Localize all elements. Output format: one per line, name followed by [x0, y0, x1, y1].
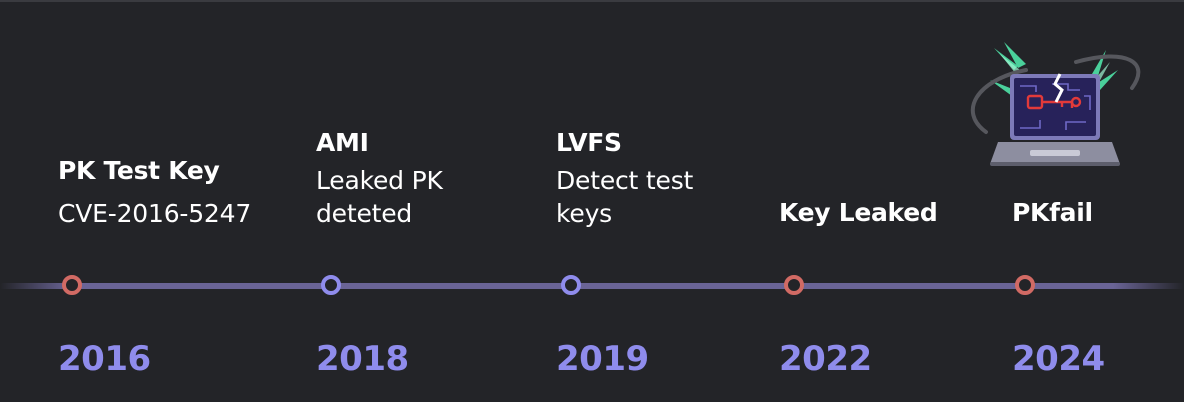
event-year-2019: 2019 — [556, 339, 649, 379]
timeline-track — [0, 283, 1184, 289]
event-title-2018: AMI — [316, 128, 369, 157]
laptop-with-key-icon — [970, 42, 1141, 166]
event-year-2022: 2022 — [779, 339, 872, 379]
event-title-2022: Key Leaked — [779, 198, 938, 227]
event-year-2024: 2024 — [1012, 339, 1105, 379]
timeline-marker-2016 — [62, 275, 82, 295]
event-description-2016: CVE-2016-5247 — [58, 199, 252, 228]
event-title-2019: LVFS — [556, 128, 622, 157]
event-title-2016: PK Test Key — [58, 156, 220, 185]
event-description-2018-line1: Leaked PK — [316, 166, 443, 195]
event-year-2018: 2018 — [316, 339, 409, 379]
timeline-marker-2019 — [561, 275, 581, 295]
timeline-marker-2018 — [321, 275, 341, 295]
event-title-2024: PKfail — [1012, 198, 1093, 227]
event-description-2018-line2: deteted — [316, 199, 413, 228]
event-description-2019-line2: keys — [556, 199, 612, 228]
timeline-marker-2024 — [1015, 275, 1035, 295]
event-description-2019-line1: Detect test — [556, 166, 694, 195]
timeline-marker-2022 — [784, 275, 804, 295]
event-year-2016: 2016 — [58, 339, 151, 379]
